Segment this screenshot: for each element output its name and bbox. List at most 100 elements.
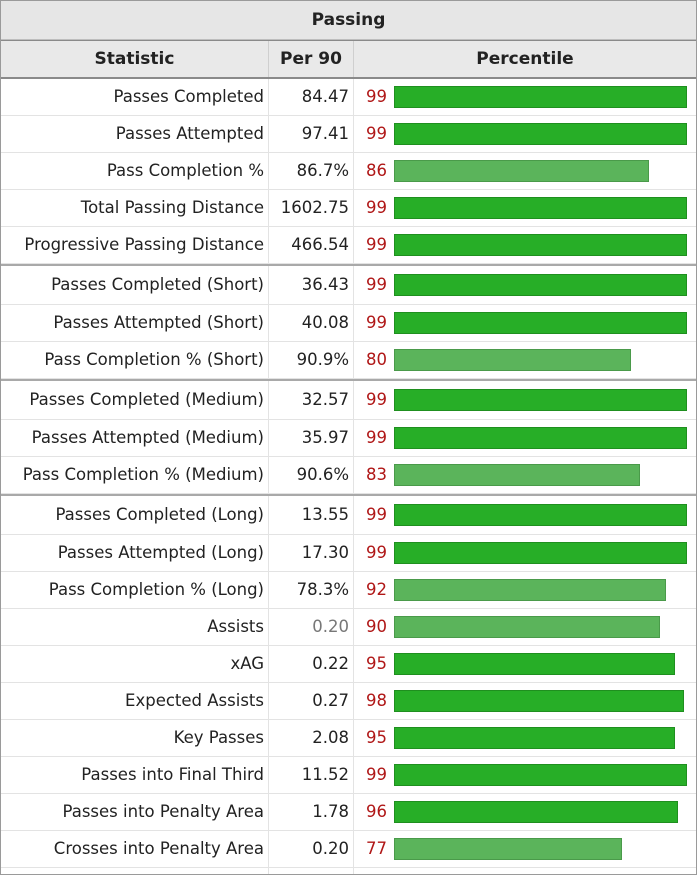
percentile-value: 99 <box>366 428 387 447</box>
table-row: Pass Completion % (Medium) 90.6% 83 <box>1 457 696 494</box>
table-row: xAG 0.22 95 <box>1 646 696 683</box>
table-row: Crosses into Penalty Area 0.20 77 <box>1 831 696 868</box>
table-row: Passes Completed (Medium) 32.57 99 <box>1 379 696 420</box>
stat-name: Passes Completed (Long) <box>1 496 269 534</box>
percentile-bar <box>394 838 622 860</box>
percentile-bar <box>394 464 640 486</box>
per90-value: 9.39 <box>269 868 354 874</box>
percentile-bar-track <box>394 389 690 411</box>
percentile-value: 99 <box>366 313 387 332</box>
per90-value: 1.78 <box>269 794 354 830</box>
stat-name: xAG <box>1 646 269 682</box>
table-row: Progressive Passing Distance 466.54 99 <box>1 227 696 264</box>
table-header-row: Statistic Per 90 Percentile <box>1 40 696 79</box>
percentile-value: 95 <box>366 654 387 673</box>
percentile-value: 96 <box>366 802 387 821</box>
stat-name: Pass Completion % (Long) <box>1 572 269 608</box>
per90-value: 36.43 <box>269 266 354 304</box>
percentile-bar-track <box>394 764 690 786</box>
percentile-value: 99 <box>366 275 387 294</box>
percentile-bar-track <box>394 274 690 296</box>
percentile-value: 98 <box>366 691 387 710</box>
percentile-bar <box>394 427 688 449</box>
percentile-bar-track <box>394 616 690 638</box>
stat-name: Expected Assists <box>1 683 269 719</box>
percentile-value: 99 <box>354 868 392 874</box>
per90-value: 86.7% <box>269 153 354 189</box>
percentile-bar <box>394 197 688 219</box>
table-row: Pass Completion % (Short) 90.9% 80 <box>1 342 696 379</box>
percentile-cell: 99 <box>354 535 696 571</box>
stat-name: Pass Completion % (Medium) <box>1 457 269 493</box>
percentile-bar <box>394 389 688 411</box>
header-per90[interactable]: Per 90 <box>269 41 354 77</box>
per90-value: 35.97 <box>269 420 354 456</box>
percentile-bar-track <box>394 86 690 108</box>
stat-name: Key Passes <box>1 720 269 756</box>
percentile-cell: 90 <box>354 609 696 645</box>
percentile-cell: 83 <box>354 457 696 493</box>
percentile-cell: 99 <box>354 116 696 152</box>
table-row: Passes Attempted (Medium) 35.97 99 <box>1 420 696 457</box>
stat-name: Pass Completion % <box>1 153 269 189</box>
percentile-cell: 99 <box>354 79 696 115</box>
percentile-cell: 77 <box>354 831 696 867</box>
percentile-cell: 99 <box>354 305 696 341</box>
percentile-value: 99 <box>366 505 387 524</box>
percentile-bar <box>394 504 688 526</box>
percentile-cell: 96 <box>354 794 696 830</box>
table-row: Passes Completed (Long) 13.55 99 <box>1 494 696 535</box>
stat-name: Progressive Passes <box>1 868 269 874</box>
percentile-bar <box>394 616 661 638</box>
percentile-cell: 86 <box>354 153 696 189</box>
percentile-bar-track <box>394 160 690 182</box>
percentile-value: 99 <box>366 124 387 143</box>
table-row: Assists 0.20 90 <box>1 609 696 646</box>
percentile-value: 99 <box>366 543 387 562</box>
percentile-cell: 99 <box>354 227 696 263</box>
table-row: Passes Attempted (Short) 40.08 99 <box>1 305 696 342</box>
table-caption: Passing <box>1 1 696 40</box>
stat-name: Progressive Passing Distance <box>1 227 269 263</box>
percentile-bar-track <box>394 123 690 145</box>
stat-name: Passes Completed <box>1 79 269 115</box>
percentile-bar-track <box>394 427 690 449</box>
stat-name: Pass Completion % (Short) <box>1 342 269 378</box>
table-row: Total Passing Distance 1602.75 99 <box>1 190 696 227</box>
percentile-bar <box>394 727 676 749</box>
per90-value: 84.47 <box>269 79 354 115</box>
percentile-cell: 95 <box>354 720 696 756</box>
table-row: Expected Assists 0.27 98 <box>1 683 696 720</box>
percentile-value: 99 <box>366 198 387 217</box>
percentile-bar-track <box>394 838 690 860</box>
stat-name: Passes Attempted (Short) <box>1 305 269 341</box>
percentile-cell: 80 <box>354 342 696 378</box>
percentile-cell: 99 <box>354 266 696 304</box>
table-row: Passes Attempted 97.41 99 <box>1 116 696 153</box>
percentile-bar <box>394 160 649 182</box>
header-percentile[interactable]: Percentile <box>476 49 574 69</box>
per90-value: 0.20 <box>269 831 354 867</box>
percentile-bar <box>394 579 667 601</box>
percentile-value: 83 <box>366 465 387 484</box>
percentile-cell: 92 <box>354 572 696 608</box>
percentile-value: 77 <box>366 839 387 858</box>
percentile-cell: 99 <box>354 496 696 534</box>
percentile-bar-track <box>394 312 690 334</box>
per90-value: 0.20 <box>269 609 354 645</box>
per90-value: 2.08 <box>269 720 354 756</box>
percentile-bar-track <box>394 542 690 564</box>
per90-value: 11.52 <box>269 757 354 793</box>
stat-name: Crosses into Penalty Area <box>1 831 269 867</box>
percentile-value: 99 <box>366 765 387 784</box>
percentile-value: 99 <box>366 87 387 106</box>
percentile-value: 99 <box>366 390 387 409</box>
table-body: Passes Completed 84.47 99 Passes Attempted 9… <box>1 79 696 874</box>
percentile-cell: 99 <box>354 420 696 456</box>
percentile-bar <box>394 274 688 296</box>
stat-name: Passes Attempted (Medium) <box>1 420 269 456</box>
table-row: Passes Completed (Short) 36.43 99 <box>1 264 696 305</box>
header-statistic[interactable]: Statistic <box>1 41 269 77</box>
percentile-cell: 95 <box>354 646 696 682</box>
